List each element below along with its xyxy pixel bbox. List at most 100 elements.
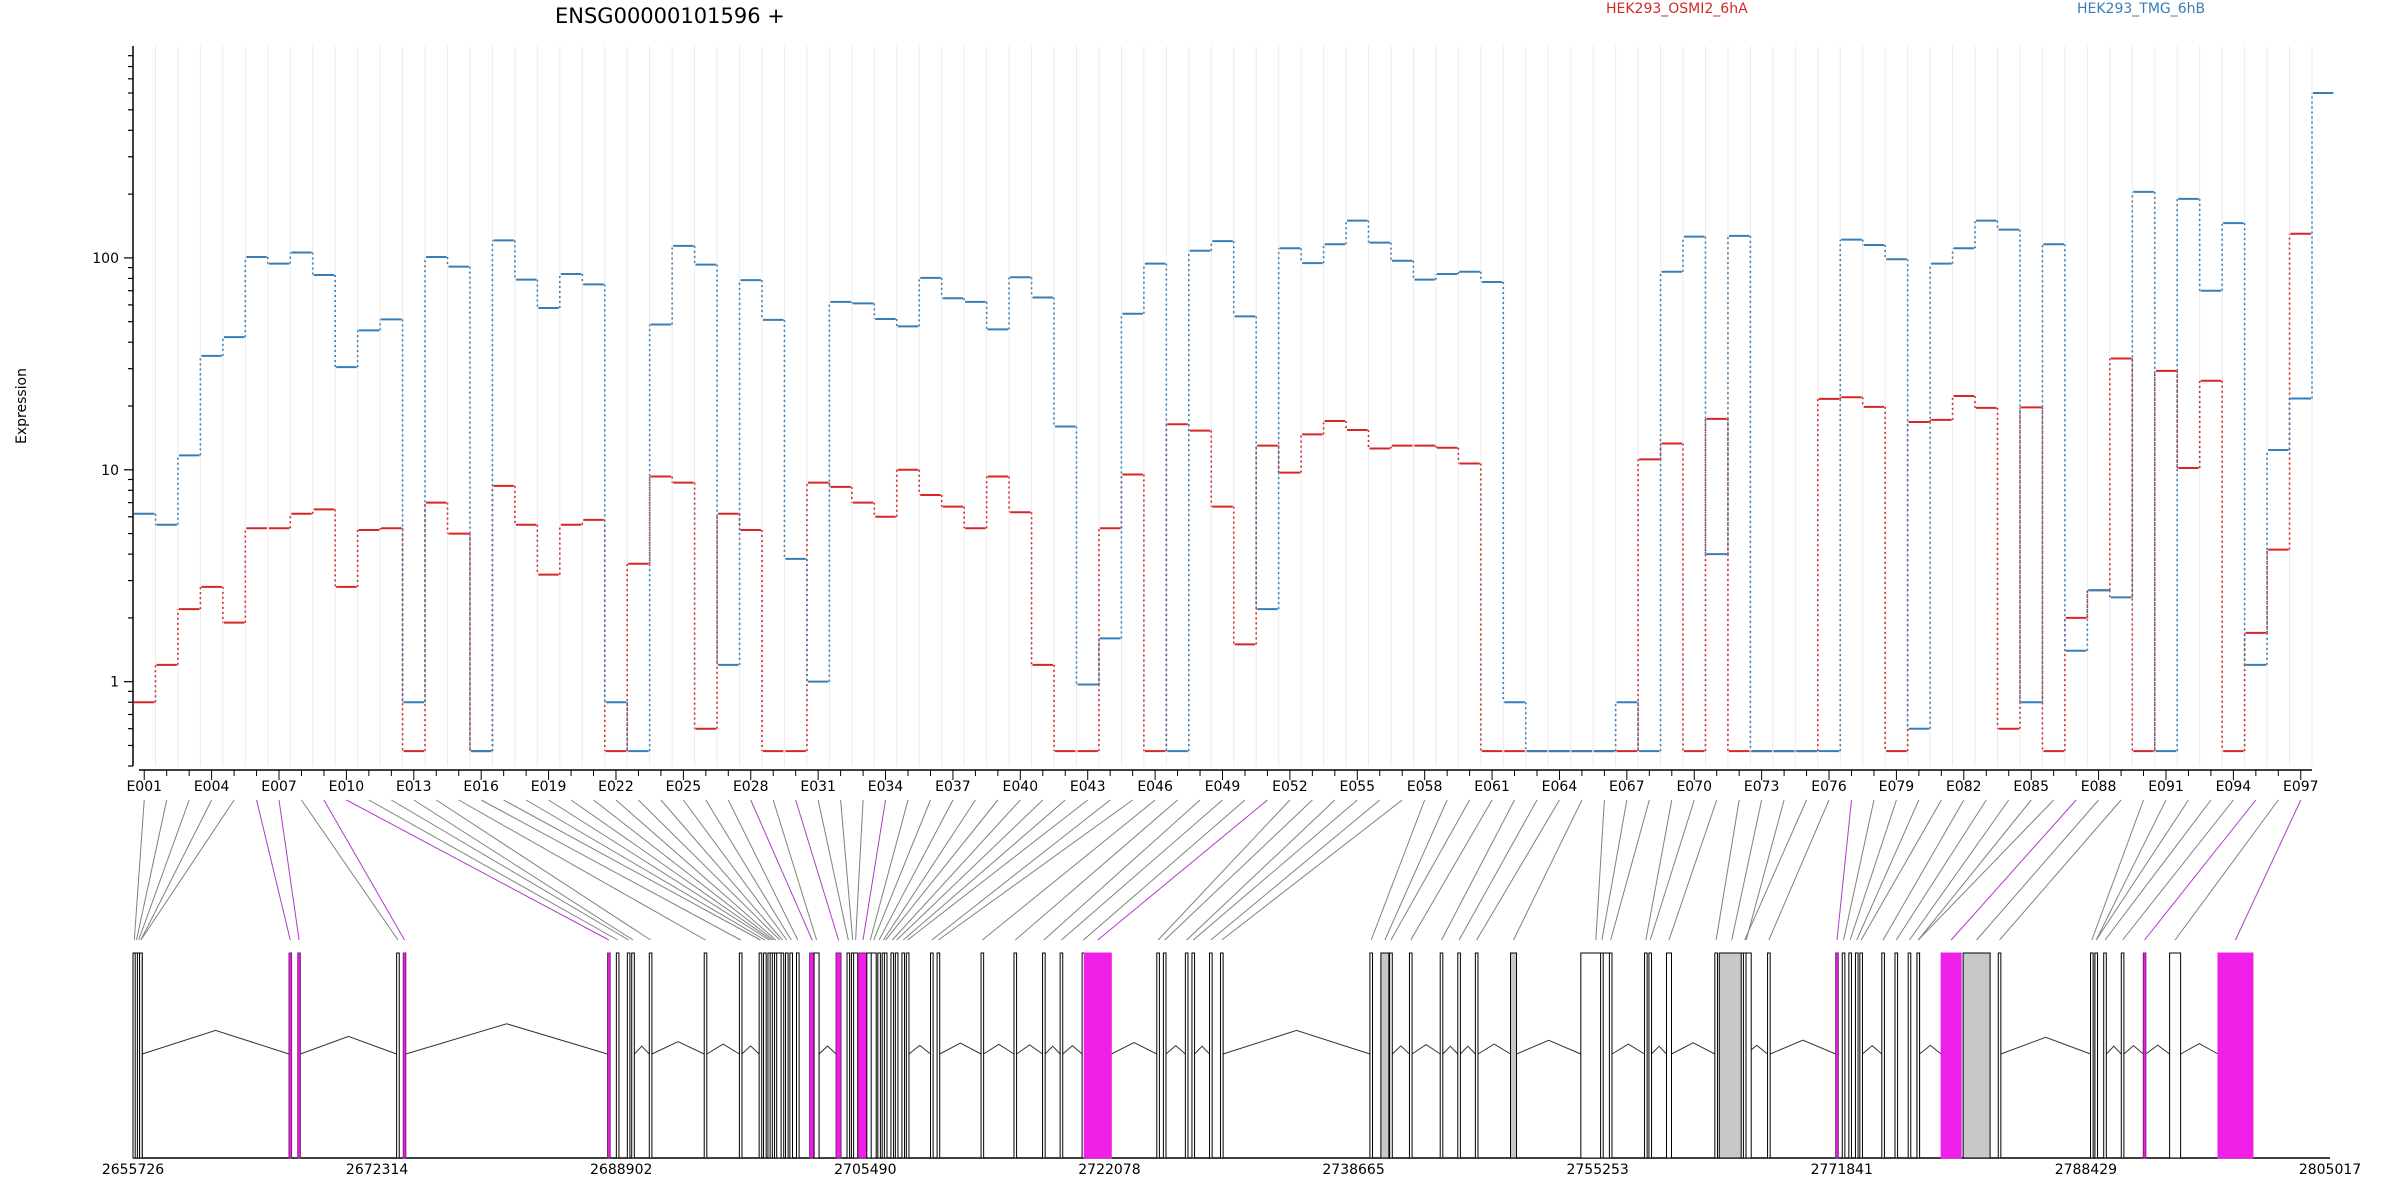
- intron: [741, 1045, 760, 1055]
- exon-connector: [525, 799, 766, 941]
- exon-connector: [1410, 799, 1493, 941]
- exon-connector: [138, 799, 190, 941]
- x-tick-label: E022: [598, 779, 634, 795]
- exon-connector: [140, 799, 235, 941]
- exon-connector: [1745, 799, 1785, 941]
- exon-connector: [2095, 799, 2167, 941]
- exon-box: [877, 952, 881, 1159]
- exon-connector: [1458, 799, 1538, 941]
- exon-connector: [2095, 799, 2189, 941]
- exon-box: [1457, 952, 1461, 1159]
- exon-connector: [1731, 799, 1763, 941]
- exon-box: [813, 952, 820, 1159]
- exon-connector: [1210, 799, 1381, 941]
- exon-connector: [1601, 799, 1628, 941]
- exon-box: [1940, 952, 1962, 1159]
- intron: [2180, 1042, 2219, 1055]
- exon-box: [1666, 952, 1673, 1159]
- exon-connector: [705, 799, 792, 941]
- x-tick-label: E043: [1070, 779, 1106, 795]
- intron: [983, 1043, 1015, 1055]
- exon-connector: [435, 799, 651, 941]
- exon-connector: [1043, 799, 1201, 941]
- exon-box: [1714, 952, 1718, 1159]
- exon-connector: [750, 799, 813, 941]
- intron: [2145, 1044, 2170, 1055]
- intron: [1391, 1045, 1410, 1055]
- x-tick-label: E004: [194, 779, 230, 795]
- exon-connector: [795, 799, 840, 941]
- x-tick-label: E025: [666, 779, 702, 795]
- exon-box: [1510, 952, 1518, 1159]
- exon-connector: [1476, 799, 1560, 941]
- exon-box: [835, 952, 842, 1159]
- exon-connector: [1164, 799, 1313, 941]
- exon-box: [738, 952, 743, 1159]
- genomic-coordinates: 2655726 2672314 2688902 2705490 2722078 27386…: [102, 1162, 2361, 1178]
- chart-title: ENSG00000101596 +: [555, 4, 785, 28]
- exon-box: [785, 952, 789, 1159]
- exon-box: [1059, 952, 1064, 1159]
- legend-osmi2: HEK293_OSMI2_6hA: [1606, 1, 1748, 17]
- exon-connector: [346, 799, 610, 941]
- intron: [2000, 1036, 2091, 1055]
- exon-box: [1209, 952, 1213, 1159]
- exon-connector: [1856, 799, 1920, 941]
- exon-box: [648, 952, 653, 1159]
- exon-connector: [727, 799, 799, 941]
- exon-box: [2169, 952, 2182, 1159]
- intron: [1651, 1045, 1667, 1055]
- exon-connector: [896, 799, 1044, 941]
- exon-connector: [878, 799, 954, 941]
- intron: [818, 1045, 837, 1055]
- intron: [939, 1042, 982, 1055]
- exon-connector: [862, 799, 887, 941]
- coordinate-label: 2805017: [2299, 1162, 2361, 1178]
- exon-box: [626, 952, 631, 1159]
- x-tick-label: E010: [329, 779, 365, 795]
- exon-connector: [1843, 799, 1875, 941]
- coordinate-label: 2755253: [1566, 1162, 1628, 1178]
- intron: [2123, 1045, 2144, 1055]
- y-axis-label: Expression: [14, 368, 30, 444]
- exon-connector: [301, 799, 399, 941]
- vertical-grid: [132, 46, 2313, 766]
- exon-box: [2103, 952, 2107, 1159]
- x-tick-label: E034: [868, 779, 904, 795]
- exon-box: [2090, 952, 2094, 1159]
- exon-connector: [660, 799, 783, 941]
- x-tick-label: E076: [1811, 779, 1847, 795]
- intron: [1442, 1045, 1459, 1055]
- exon-connector: [503, 799, 761, 941]
- x-tick-label: E046: [1137, 779, 1173, 795]
- exon-box: [402, 952, 407, 1159]
- exon-connector: [2144, 799, 2257, 941]
- x-tick-label: E073: [1744, 779, 1780, 795]
- exon-box: [1474, 952, 1479, 1159]
- exon-box: [901, 952, 906, 1159]
- intron: [1919, 1044, 1942, 1055]
- exon-box: [1369, 952, 1374, 1159]
- x-tick-label: E007: [261, 779, 297, 795]
- legend-tmg: HEK293_TMG_6hB: [2077, 1, 2205, 17]
- intron: [1044, 1045, 1061, 1055]
- exon-box: [789, 952, 794, 1159]
- y-tick-label: 10: [101, 463, 119, 479]
- exon-connector: [1097, 799, 1268, 941]
- intron: [2105, 1045, 2122, 1055]
- exon-box: [1859, 952, 1863, 1159]
- intron: [706, 1043, 740, 1055]
- exon-connector: [136, 799, 168, 941]
- exon-box: [631, 952, 635, 1159]
- exon-connector: [891, 799, 1021, 941]
- intron: [1516, 1039, 1582, 1055]
- x-tick-label: E013: [396, 779, 432, 795]
- x-tick-label: E031: [800, 779, 836, 795]
- exon-box: [1841, 952, 1846, 1159]
- exon-box: [853, 952, 859, 1159]
- exon-box: [1191, 952, 1196, 1159]
- exon-box: [1894, 952, 1899, 1159]
- exon-box: [936, 952, 941, 1159]
- x-tick-label: E052: [1272, 779, 1308, 795]
- intron: [908, 1044, 931, 1055]
